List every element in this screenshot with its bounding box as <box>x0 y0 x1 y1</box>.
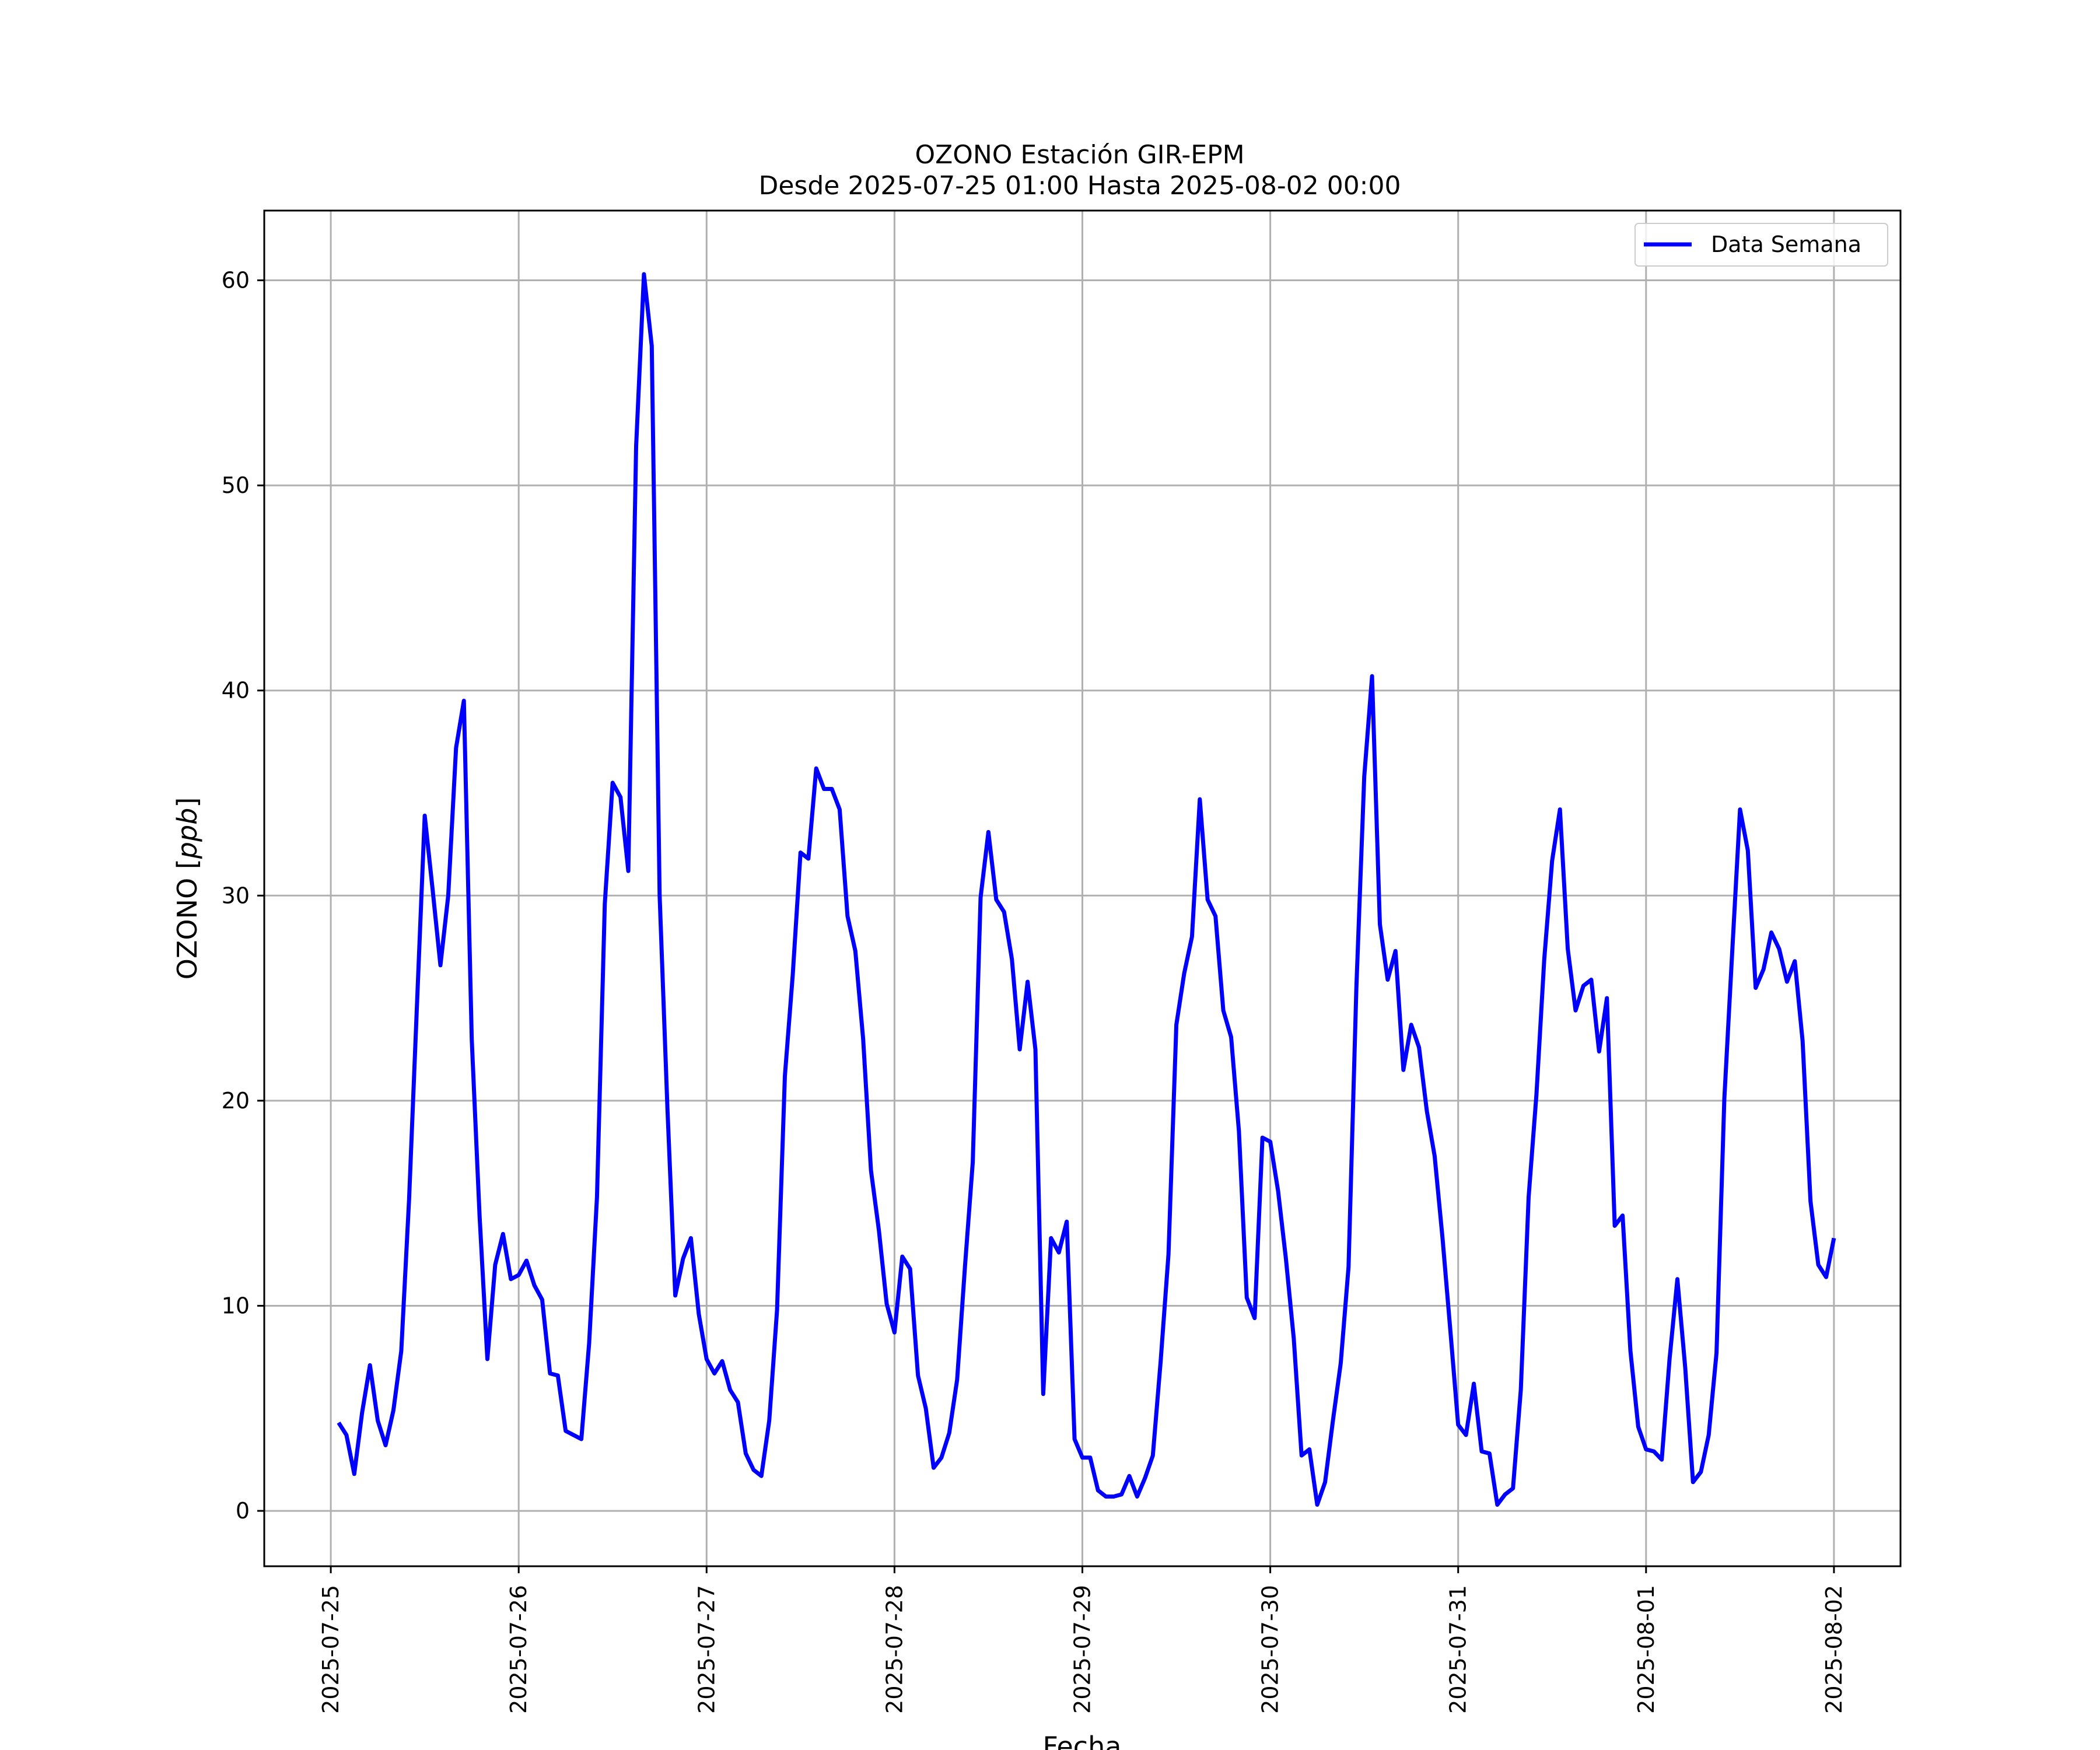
x-tick-label: 2025-07-26 <box>506 1585 531 1714</box>
x-tick-label: 2025-07-27 <box>694 1585 719 1714</box>
y-axis-label: OZONO [ppb] <box>172 797 203 980</box>
x-tick-label: 2025-08-01 <box>1633 1585 1659 1714</box>
series-lines <box>337 272 1836 1507</box>
y-tick-label: 20 <box>222 1088 250 1114</box>
legend-box <box>1634 223 1888 267</box>
y-tick-label: 50 <box>222 473 250 498</box>
x-tick-label: 2025-08-02 <box>1821 1585 1847 1714</box>
y-axis-label-main: OZONO <box>172 869 203 979</box>
x-axis-label: Fecha <box>1043 1731 1122 1750</box>
y-axis-label-unit: ppb <box>172 808 203 860</box>
x-tick-label: 2025-07-31 <box>1446 1585 1471 1714</box>
y-axis-label-open: [ <box>172 859 203 869</box>
x-tick-label: 2025-07-25 <box>318 1585 344 1714</box>
y-axis-label-close: ] <box>172 797 203 808</box>
legend: Data Semana <box>1634 223 1888 267</box>
x-tick-label: 2025-07-30 <box>1258 1585 1283 1714</box>
chart-subtitle: Desde 2025-07-25 01:00 Hasta 2025-08-02 … <box>758 171 1401 201</box>
y-tick-label: 60 <box>222 268 250 293</box>
y-tick-label: 0 <box>236 1498 250 1524</box>
y-tick-label: 30 <box>222 883 250 908</box>
y-tick-label: 10 <box>222 1293 250 1318</box>
chart-title: OZONO Estación GIR-EPM <box>915 140 1244 170</box>
x-tick-label: 2025-07-29 <box>1070 1585 1096 1714</box>
legend-label-data-semana: Data Semana <box>1711 232 1861 257</box>
y-tick-label: 40 <box>222 678 250 704</box>
axis-ticks: 2025-07-25 2025-07-26 2025-07-27 2025-07-28… <box>222 268 1847 1714</box>
x-tick-label: 2025-07-28 <box>881 1585 907 1714</box>
series-line-data-semana <box>337 272 1836 1507</box>
